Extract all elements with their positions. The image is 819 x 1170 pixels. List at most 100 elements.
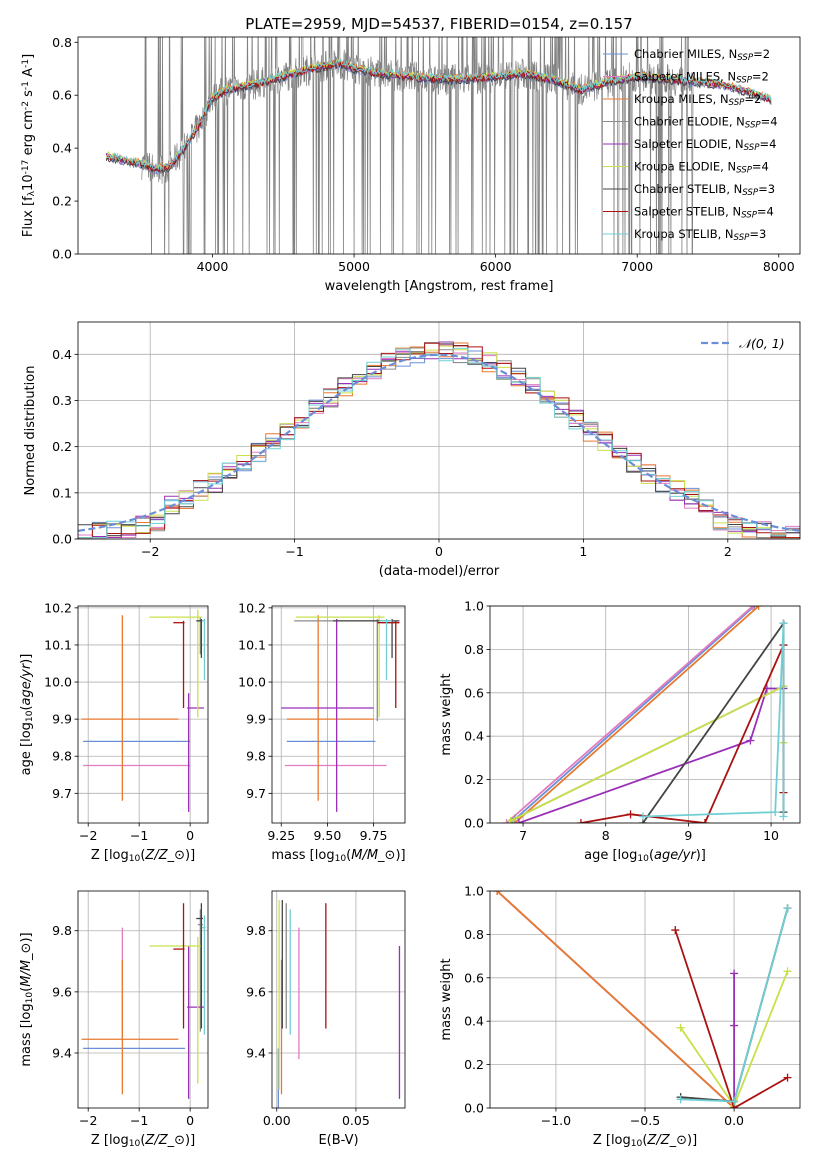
weight-marker (576, 819, 585, 823)
weight-marker (730, 969, 739, 978)
weight-marker (638, 812, 647, 821)
y-tick-label: 0.8 (464, 642, 484, 657)
age_vs_mass-panel: 9.25 9.50 9.75 9.7 9.8 9.9 10.0 10.1 10.2 mass [l… (238, 600, 405, 864)
plot-frame (77, 890, 209, 1109)
y-tick-label: 1.0 (464, 599, 484, 614)
weight-line (642, 620, 785, 823)
legend-label: Chabrier MILES, NSSP=2 (634, 47, 770, 63)
histogram-kroupa-stelib (78, 347, 800, 539)
legend-label: Kroupa ELODIE, NSSP=4 (634, 160, 769, 176)
weight-line (518, 687, 784, 823)
weight-marker (783, 967, 792, 976)
y-tick-label: 9.8 (52, 749, 72, 764)
x-tick-label: 0.05 (342, 1113, 370, 1128)
x-tick-label: −1.0 (541, 1113, 571, 1128)
y-tick-label: 9.8 (246, 923, 266, 938)
weight-line (496, 891, 735, 1108)
y-tick-label: 9.6 (246, 984, 266, 999)
x-tick-label: 9.75 (360, 828, 388, 843)
y-tick-label: 9.6 (52, 984, 72, 999)
y-tick-label: 0.2 (464, 772, 484, 787)
x-tick-label: 7 (519, 828, 527, 843)
massweight_vs_Z-panel: −1.0 −0.5 0.0 0.0 0.2 0.4 0.6 0.8 1.0 Z [log10(Z/… (439, 884, 801, 1149)
y-tick-label: 0.6 (464, 970, 484, 985)
plot-frame (77, 605, 209, 824)
y-tick-label: 1.0 (464, 884, 484, 899)
x-tick-label: −1 (285, 544, 303, 559)
x-tick-label: 10 (763, 828, 779, 843)
weight-marker (754, 606, 763, 610)
errorbar-salpeter-stelib (173, 903, 185, 1029)
weight-line-kroupa-miles (493, 891, 739, 1108)
massweight_vs_Z-plot-area (493, 891, 792, 1108)
y-tick-label: 0.4 (464, 1014, 484, 1029)
plot-frame (77, 321, 801, 540)
x-tick-label: 6000 (480, 259, 512, 274)
weight-marker (730, 1021, 739, 1030)
errorbar-kroupa-elodie (149, 936, 202, 1084)
weight-marker (676, 1095, 685, 1104)
legend-label: Salpeter ELODIE, NSSP=4 (634, 137, 776, 153)
y-tick-label: 9.9 (52, 712, 72, 727)
spectrum-panel: 4000 5000 6000 7000 8000 0.0 0.2 0.4 0.6 0.8 wavel… (21, 35, 801, 294)
y-tick-label: 0.0 (464, 816, 484, 831)
spectrum-plot-area (105, 37, 772, 254)
y-tick-label: 0.1 (52, 485, 72, 500)
mass_vs_Z-grid (78, 891, 208, 1108)
y-tick-label: 0.2 (52, 439, 72, 454)
x-tick-label: 4000 (197, 259, 229, 274)
x-tick-label: 0.00 (263, 1113, 291, 1128)
chart-title: PLATE=2959, MJD=54537, FIBERID=0154, z=0… (245, 15, 632, 33)
legend-label: Kroupa MILES, NSSP=2 (634, 92, 761, 108)
y-tick-label: 0.4 (52, 347, 72, 362)
y-tick-label: 0.0 (52, 532, 72, 547)
gaussian-curve (78, 353, 800, 532)
plot-frame (77, 36, 801, 255)
y-tick-label: 0.6 (464, 685, 484, 700)
age_vs_Z-grid (78, 606, 208, 823)
x-axis-label: Z [log10(Z/Z_⊙)] (593, 1133, 697, 1149)
x-tick-label: 0.0 (724, 1113, 744, 1128)
weight-line (505, 606, 754, 823)
errorbar-chabrier-elodie (197, 617, 203, 655)
x-tick-label: −0.5 (630, 1113, 660, 1128)
legend-label: Salpeter STELIB, NSSP=4 (634, 205, 774, 221)
errorbar-kroupa-stelib (201, 618, 206, 681)
x-tick-label: 0 (435, 544, 443, 559)
y-tick-label: 10.1 (238, 637, 266, 652)
weight-line-kroupa-elodie (506, 682, 788, 823)
x-tick-label: 9.25 (267, 828, 295, 843)
weight-marker (730, 1097, 739, 1106)
massweight_vs_Z-grid (490, 890, 800, 1109)
errorbar-chabrier-stelib (196, 903, 203, 1029)
weight-line-chabrier-miles (506, 606, 759, 823)
x-axis-label: age [log10(age/yr)] (584, 848, 706, 864)
age_vs_Z-plot-area (81, 609, 206, 812)
weight-marker (700, 819, 709, 823)
weight-line-chabrier-stelib (638, 619, 788, 823)
model-spectrum-chabrier-stelib (105, 61, 772, 174)
legend-label: Salpeter MILES, NSSP=2 (634, 70, 769, 86)
y-tick-label: 9.9 (246, 712, 266, 727)
x-tick-label: 8 (602, 828, 610, 843)
x-tick-label: −2 (79, 1113, 97, 1128)
mass_vs_ebv-panel: 0.00 0.05 9.4 9.6 9.8 E(B-V) (246, 890, 406, 1148)
x-tick-label: 9 (684, 828, 692, 843)
mass_vs_Z-plot-area (81, 903, 206, 1099)
errorbar-kroupa-miles (81, 615, 179, 801)
errorbar-kroupa-stelib (201, 915, 206, 1035)
y-tick-label: 0.6 (52, 88, 72, 103)
weight-line (674, 929, 788, 1108)
weight-line-salpeter-elodie (514, 684, 788, 823)
errorbar-chabrier-elodie (197, 909, 203, 1032)
weight-marker (771, 808, 780, 817)
age_vs_mass-grid (272, 606, 405, 823)
errorbar-chabrier-stelib (332, 618, 400, 658)
x-axis-label: Z [log10(Z/Z_⊙)] (91, 848, 195, 864)
mass_vs_Z-panel: −2 −1 0 9.4 9.6 9.8 Z [log10(Z/Z_⊙)] mass [log1… (19, 890, 209, 1149)
legend: Chabrier MILES, NSSP=2 Salpeter MILES, NS… (603, 47, 778, 243)
y-axis-label: Normed distribution (23, 366, 38, 496)
y-tick-label: 10.2 (44, 600, 72, 615)
weight-line (514, 606, 760, 823)
